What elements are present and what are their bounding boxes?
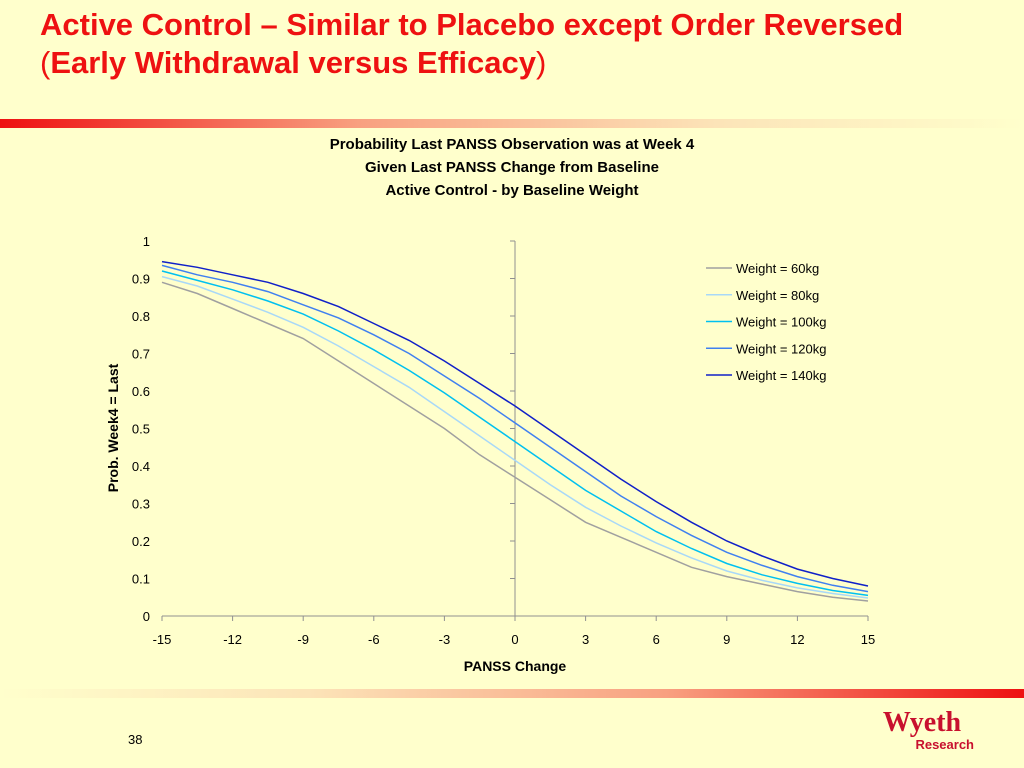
legend-label: Weight = 60kg [736,261,819,276]
x-tick-label: 3 [582,632,589,647]
legend-label: Weight = 100kg [736,315,826,330]
top-accent-band [0,119,1024,128]
title-open-paren: ( [40,45,51,80]
series-line-4 [161,264,869,593]
series-line-1 [161,281,869,602]
slide-title-line2: (Early Withdrawal versus Efficacy) [40,44,903,82]
x-tick-label: 9 [723,632,730,647]
page-number: 38 [128,732,143,747]
slide-subtitle: Early Withdrawal versus Efficacy [50,45,536,80]
y-tick-label: 0.3 [132,497,150,512]
x-tick-label: 0 [511,632,518,647]
series-line-3 [161,270,869,597]
line-chart: -15 -12 -9 -6 -3 0 3 6 9 12 15 0 0.1 0.2 0.3 0.4 0.5 0.6 0… [105,234,875,674]
x-tick-label: -3 [439,632,451,647]
x-tick-label: -15 [153,632,172,647]
y-tick-label: 0.4 [132,459,150,474]
slide-title: Active Control – Similar to Placebo exce… [40,6,903,82]
y-tick-label: 0.9 [132,272,150,287]
bottom-accent-band [0,689,1024,698]
y-axis-label: Prob. Week4 = Last [105,363,121,492]
chart-title: Probability Last PANSS Observation was a… [0,133,1024,202]
y-tick-label: 0.1 [132,572,150,587]
x-axis-label: PANSS Change [464,658,567,674]
chart-title-line2: Given Last PANSS Change from Baseline [365,159,659,176]
y-tick-label: 0.8 [132,309,150,324]
y-tick-label: 0.5 [132,422,150,437]
chart-title-line3: Active Control - by Baseline Weight [385,182,639,199]
x-tick-label: 6 [653,632,660,647]
series-line-5 [161,260,869,587]
y-tick-label: 0.2 [132,534,150,549]
x-tick-label: 15 [861,632,875,647]
legend-label: Weight = 120kg [736,341,826,356]
x-tick-label: -9 [297,632,309,647]
legend-label: Weight = 140kg [736,368,826,383]
wyeth-logo: Wyeth Research [866,708,978,752]
y-tick-label: 0.6 [132,384,150,399]
x-tick-label: -12 [223,632,242,647]
logo-brand: Wyeth [882,707,962,738]
logo-sub: Research [915,737,974,752]
y-tick-label: 1 [143,234,150,249]
x-tick-label: -6 [368,632,380,647]
y-tick-label: 0.7 [132,347,150,362]
title-close-paren: ) [535,45,547,80]
series-line-2 [161,275,869,599]
y-tick-label: 0 [143,609,150,624]
legend-label: Weight = 80kg [736,288,819,303]
slide-title-line1: Active Control – Similar to Placebo exce… [40,7,904,42]
x-tick-label: 12 [790,632,804,647]
chart-title-line1: Probability Last PANSS Observation was a… [329,136,695,153]
